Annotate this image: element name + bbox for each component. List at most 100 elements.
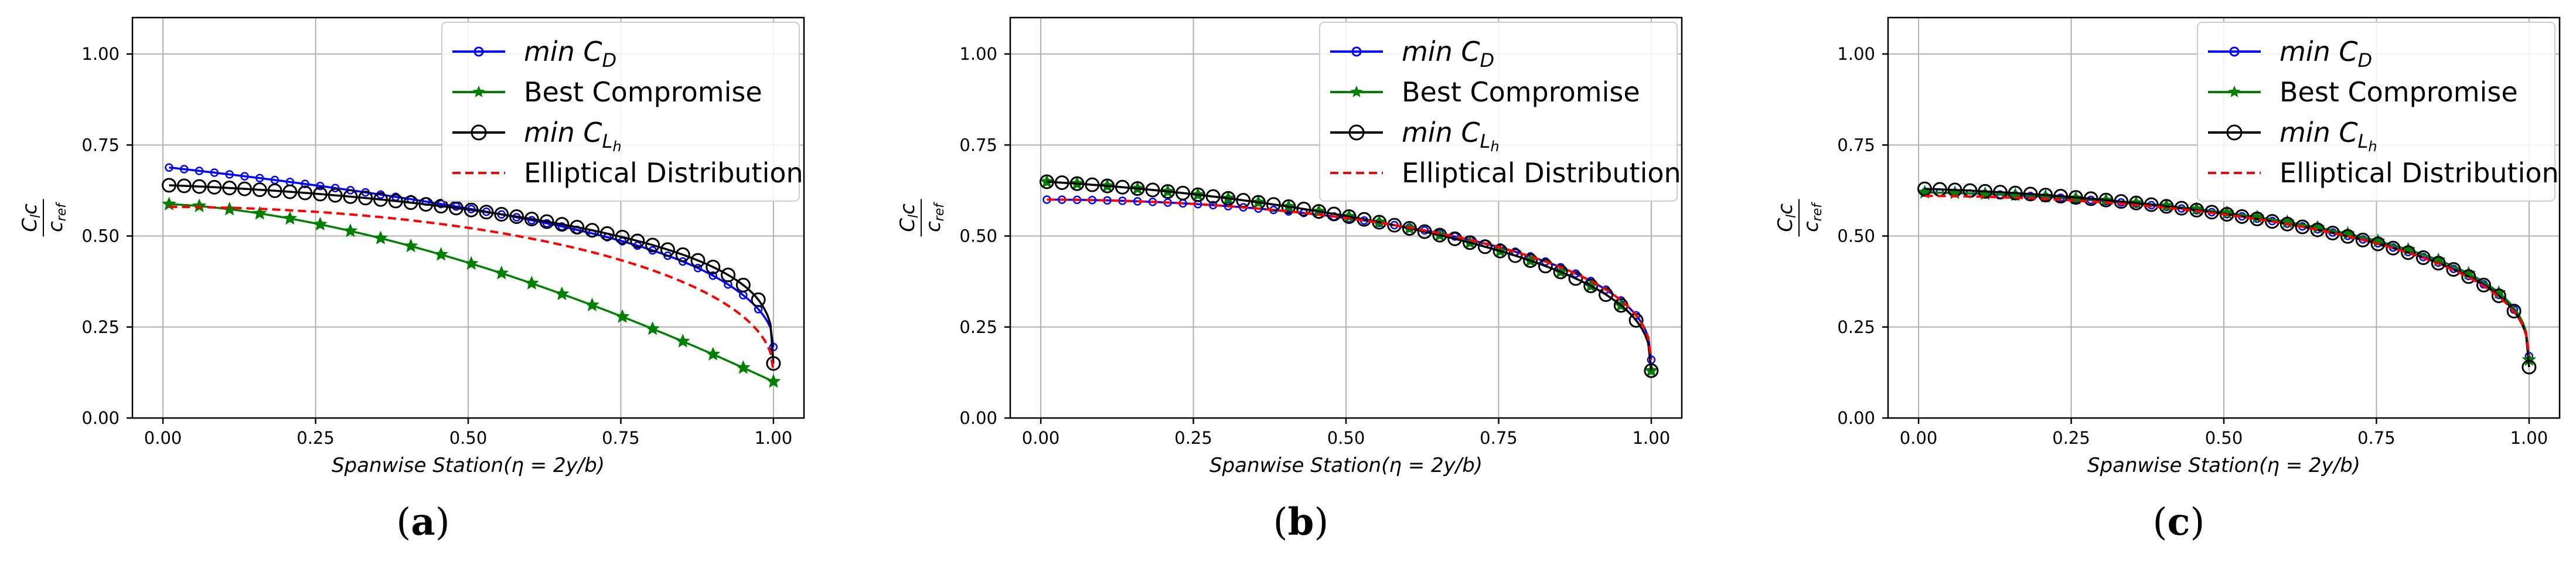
data-point-min_clh [706,259,721,274]
data-point-min_clh [2522,359,2537,375]
data-point-min_clh [2386,240,2401,256]
legend-marker-best [1350,86,1363,97]
data-point-min_clh [1583,278,1599,294]
chart-panel-b: 0.00 0.25 0.50 0.75 1.00 0.00 0.25 0.50 0.75 1.00… [896,16,1683,544]
data-point-best [736,360,751,374]
data-point-min_clh [1130,181,1145,196]
data-point-min_clh [282,184,298,199]
legend-marker-best [472,86,485,97]
data-point-min_clh [2068,190,2083,205]
data-point-min_clh [1085,177,1100,192]
data-point-min_clh [2431,256,2446,271]
series-line-min_clh [1047,181,1652,371]
data-point-min_clh [237,181,252,196]
data-point-min_clh [1145,182,1160,198]
data-point-min_clh [1040,174,1055,189]
data-point-min_clh [690,253,706,268]
panel-label: (b) [1273,500,1329,544]
data-point-min_clh [1568,271,1583,286]
data-point-min_clh [418,197,434,212]
data-point-best [766,373,781,388]
data-point-min_clh [162,178,177,193]
series-line-best [169,203,774,383]
data-point-min_clh [298,185,313,201]
data-point-min_clh [1205,189,1221,204]
data-point-min_clh [479,205,494,220]
data-point-min_clh [2491,288,2506,304]
data-point-min_clh [509,209,524,224]
data-point-min_clh [1054,175,1069,191]
y-tick-label: 0.75 [1837,135,1875,155]
data-point-min_cd [452,202,461,211]
y-axis-label-denominator: cref [922,202,947,232]
legend-label-best: Best Compromise [1402,76,1640,108]
series-line-elliptic [169,205,775,371]
data-point-min_clh [2083,191,2098,206]
data-point-best [373,230,388,244]
y-tick-label: 0.75 [959,135,997,155]
data-point-min_clh [751,292,766,307]
data-point-min_clh [1417,224,1432,239]
data-point-min_clh [1341,209,1357,224]
x-axis-label: Spanwise Station(η = 2y/b) [332,454,605,477]
data-point-min_clh [1190,187,1205,202]
data-point-min_clh [464,202,479,218]
x-tick-label: 1.00 [1633,428,1671,448]
y-tick-label: 1.00 [1837,44,1875,64]
data-point-min_clh [2370,236,2386,252]
data-point-best [343,223,358,237]
data-point-min_clh [1508,248,1523,263]
data-point-best [554,286,570,300]
data-point-min_clh [554,217,570,232]
data-point-best [313,216,328,231]
data-point-min_clh [343,189,358,204]
legend-box [441,22,800,202]
legend-label-elliptic: Elliptical Distribution [2279,157,2559,189]
chart-panel-a: 0.00 0.25 0.50 0.75 1.00 0.00 0.25 0.50 0.75 1.00… [18,16,805,544]
series-line-elliptic [1047,198,1652,360]
legend-label-min_clh: min CLh [524,117,622,155]
data-point-min_clh [1175,185,1191,201]
data-point-min_clh [584,223,599,238]
x-tick-label: 0.00 [144,428,182,448]
data-point-min_clh [2446,262,2461,277]
data-point-min_clh [599,226,615,241]
data-point-min_clh [1992,185,2008,200]
x-tick-label: 0.75 [602,428,640,448]
y-tick-label: 0.25 [1837,317,1875,337]
data-point-best [524,276,539,290]
legend-label-elliptic: Elliptical Distribution [1402,157,1681,189]
data-point-min_clh [1100,178,1115,193]
legend-label-best: Best Compromise [2279,76,2518,108]
data-point-min_cd [301,179,309,189]
data-point-min_clh [434,199,449,214]
data-point-best [675,334,690,348]
data-point-min_clh [2008,185,2023,201]
series-line-min_clh [169,184,775,364]
data-point-min_clh [1493,243,1508,259]
data-point-min_cd [346,186,355,195]
data-point-min_clh [1978,184,1993,199]
data-point-min_clh [2506,304,2522,319]
data-point-min_clh [2279,216,2295,232]
x-tick-label: 0.00 [1900,428,1938,448]
data-point-min_clh [1523,253,1538,269]
data-point-min_cd [678,257,687,266]
data-point-min_clh [2023,186,2038,202]
y-tick-label: 0.50 [81,226,120,246]
legend-marker-min_clh [2226,124,2243,141]
y-axis-label-numerator: Clc [896,203,921,232]
data-point-min_cd [330,184,340,193]
data-point-min_clh [645,237,660,253]
data-point-min_clh [222,181,237,196]
data-point-min_clh [2401,245,2416,260]
x-tick-label: 0.50 [1327,428,1365,448]
data-point-min_cd [195,167,204,175]
data-point-min_clh [1599,287,1614,303]
data-point-min_clh [1281,199,1296,215]
y-tick-label: 0.50 [1837,226,1875,246]
y-tick-label: 0.25 [81,317,120,337]
data-point-best [464,256,479,270]
legend-label-min_clh: min CLh [1402,117,1500,155]
